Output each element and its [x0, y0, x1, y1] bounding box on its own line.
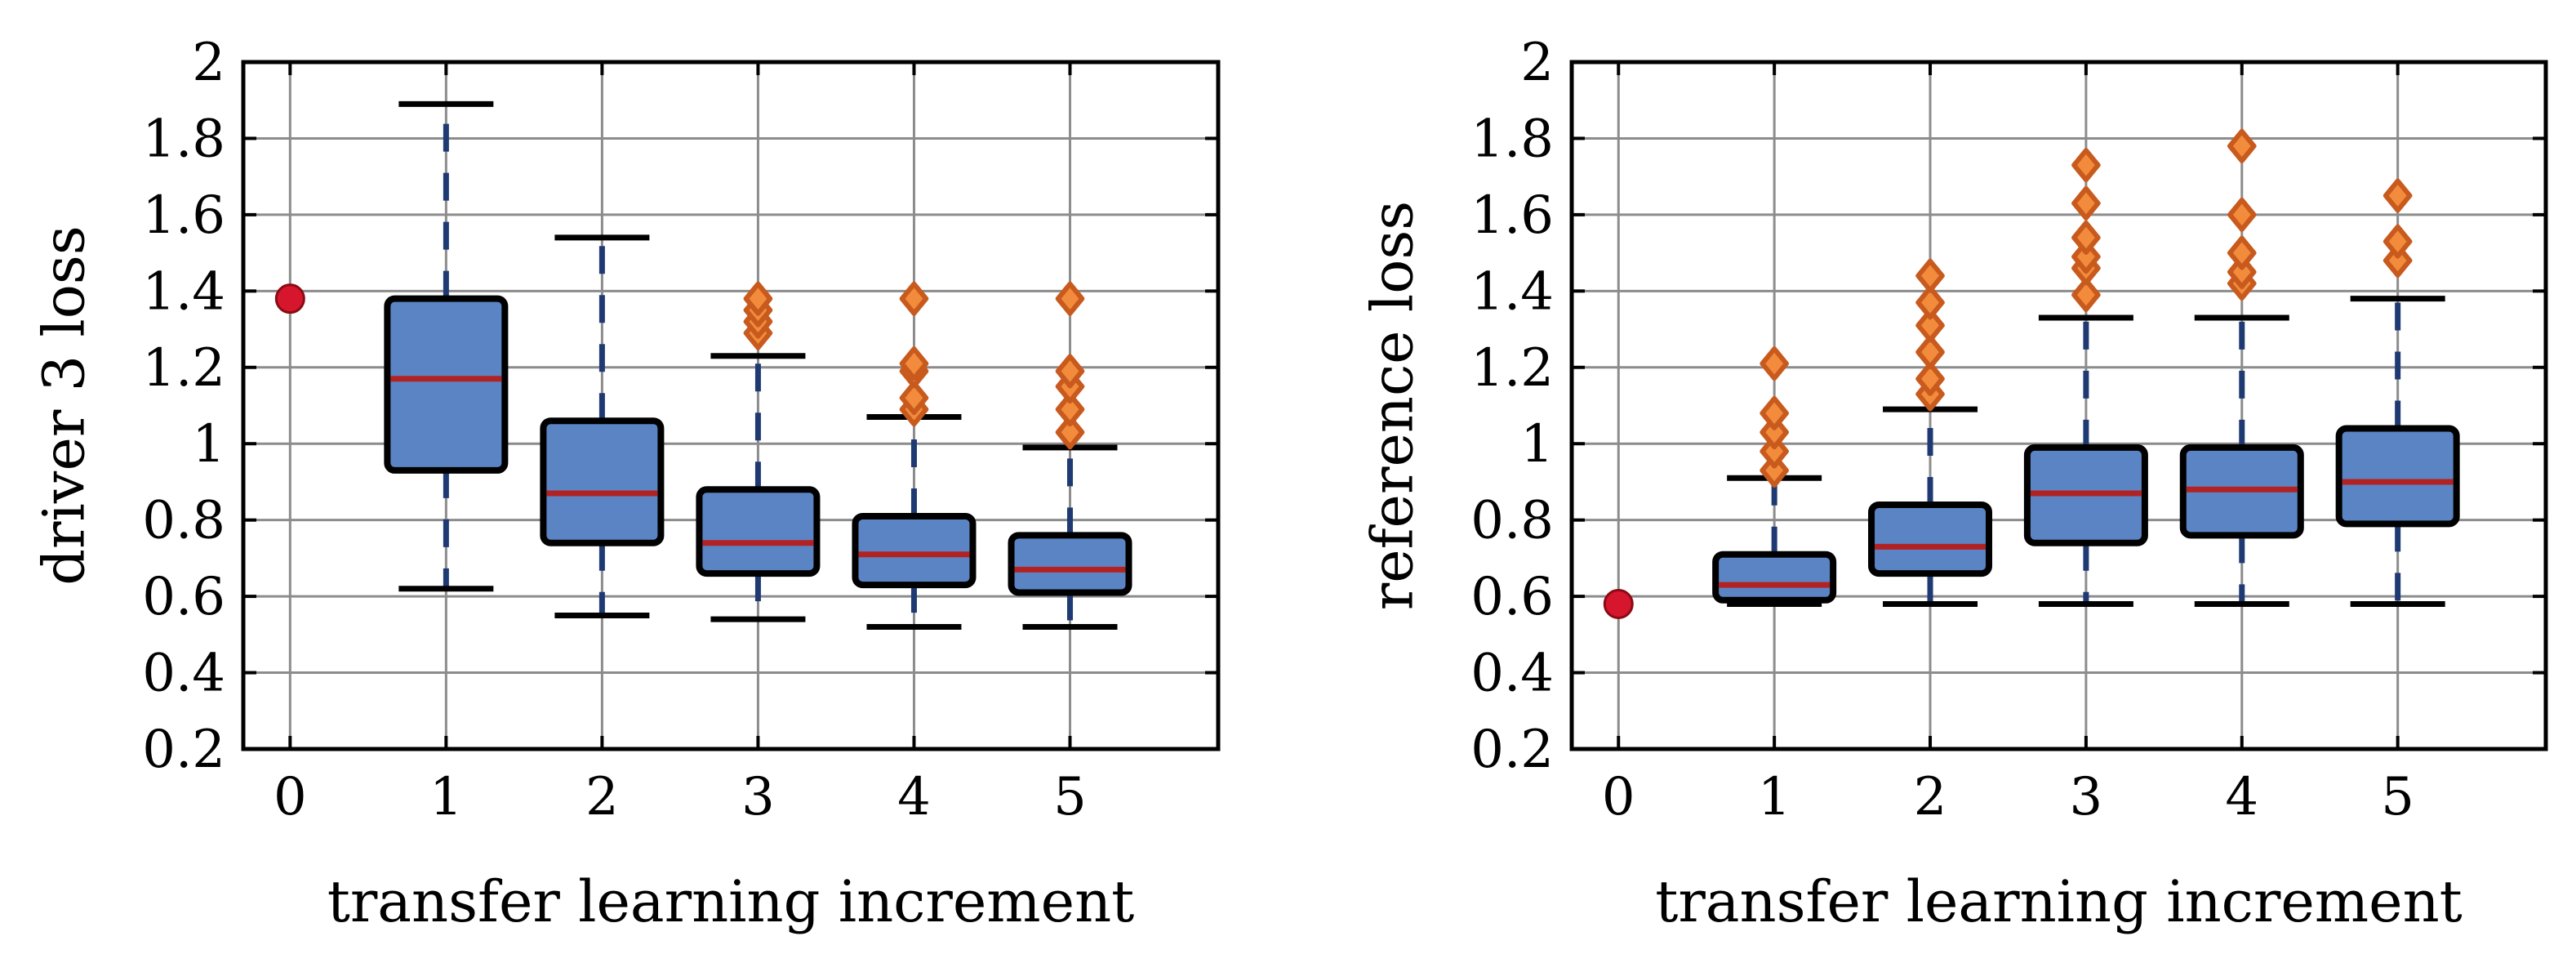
baseline-point	[1603, 588, 1634, 619]
y-tick-label: 1.6	[1470, 185, 1554, 246]
outlier-marker	[1760, 346, 1789, 381]
x-axis-label: transfer learning increment	[1655, 868, 2463, 935]
x-tick-label: 3	[741, 767, 775, 827]
outlier-marker	[1055, 392, 1085, 427]
box-iqr	[696, 486, 821, 577]
box-group-2	[1868, 258, 1993, 607]
outlier-marker	[2382, 243, 2413, 278]
y-tick-label: 0.4	[142, 644, 225, 704]
outlier-marker	[1760, 453, 1789, 488]
y-tick-label: 0.8	[142, 491, 225, 551]
x-tick-label: 4	[2225, 767, 2258, 827]
y-tick-label: 1	[192, 414, 225, 475]
x-tick-label: 3	[2070, 767, 2103, 827]
box-iqr	[852, 512, 977, 589]
outlier-marker	[1915, 361, 1945, 396]
y-tick-label: 1.8	[142, 109, 225, 169]
x-tick-label: 2	[1914, 767, 1947, 827]
y-tick-label: 0.8	[1470, 491, 1554, 551]
outlier-marker	[1055, 354, 1085, 389]
outlier-marker	[1055, 415, 1085, 450]
y-tick-label: 0.2	[142, 720, 225, 780]
outlier-marker	[2071, 239, 2101, 274]
y-tick-label: 1.2	[1470, 338, 1554, 399]
outlier-marker	[1915, 285, 1945, 320]
y-tick-label: 1.4	[1470, 261, 1554, 322]
outlier-marker	[1915, 308, 1945, 343]
box-iqr	[540, 417, 665, 546]
outlier-marker	[1915, 335, 1945, 370]
box-iqr	[1008, 532, 1132, 596]
box-group-1	[1712, 346, 1837, 607]
y-tick-label: 1.2	[142, 338, 225, 399]
y-tick-label: 0.6	[1470, 567, 1554, 627]
box-group-4	[2179, 128, 2304, 607]
x-tick-label: 5	[2381, 767, 2414, 827]
y-axis-label: driver 3 loss	[31, 225, 98, 586]
box-iqr	[1712, 551, 1837, 604]
outlier-marker	[899, 381, 929, 416]
chart-panel-2: 0.2 0.4 0.6 0.8 1 1.2 1.4 1.6 1.8 2 0 1 2 3 4 5 transfer…	[1359, 33, 2548, 935]
box-iqr	[384, 295, 509, 474]
box-group-3	[696, 281, 821, 622]
box-iqr	[2335, 425, 2460, 528]
outlier-marker	[2071, 185, 2101, 221]
outlier-marker	[1055, 281, 1085, 316]
outlier-marker	[2227, 128, 2257, 163]
y-tick-label: 0.6	[142, 567, 225, 627]
box-group-1	[384, 100, 509, 592]
outlier-marker	[899, 281, 929, 316]
outlier-marker	[1760, 415, 1789, 450]
x-tick-label: 5	[1053, 767, 1087, 827]
box-group-3	[2023, 148, 2148, 607]
y-tick-label: 1	[1520, 414, 1554, 475]
outlier-marker	[1760, 434, 1789, 469]
x-tick-label: 0	[1602, 767, 1635, 827]
outlier-marker	[2071, 220, 2101, 255]
outlier-marker	[2071, 278, 2101, 313]
box-group-2	[540, 234, 665, 618]
outlier-marker	[1760, 395, 1789, 430]
box-iqr	[1868, 501, 1993, 577]
y-axis-label: reference loss	[1359, 201, 1426, 610]
y-tick-label: 1.6	[142, 185, 225, 246]
y-tick-label: 0.4	[1470, 644, 1554, 704]
outlier-marker	[2382, 224, 2413, 259]
chart-panel-1: 0.2 0.4 0.6 0.8 1 1.2 1.4 1.6 1.8 2 0 1 2 3 4 5 transfer…	[31, 33, 1221, 935]
box-group-5	[1008, 281, 1132, 630]
outlier-marker	[2227, 235, 2257, 270]
x-tick-label: 1	[429, 767, 463, 827]
box-group-4	[852, 281, 977, 630]
outlier-marker	[743, 281, 773, 316]
x-tick-label: 1	[1758, 767, 1791, 827]
outlier-marker	[2071, 148, 2101, 183]
y-tick-label: 0.2	[1470, 720, 1554, 780]
outlier-marker	[2382, 178, 2413, 213]
outlier-marker	[899, 346, 929, 381]
y-tick-label: 2	[192, 33, 225, 93]
box-group-5	[2335, 178, 2460, 607]
outlier-marker	[2227, 197, 2257, 232]
x-tick-label: 2	[585, 767, 619, 827]
y-tick-label: 1.8	[1470, 109, 1554, 169]
baseline-point	[274, 283, 305, 314]
x-axis-label: transfer learning increment	[327, 868, 1135, 935]
axes-frame	[1569, 60, 2548, 751]
x-tick-label: 4	[897, 767, 931, 827]
axes-frame	[241, 60, 1221, 751]
y-tick-label: 2	[1520, 33, 1554, 93]
x-tick-label: 0	[274, 767, 307, 827]
outlier-marker	[1915, 258, 1945, 293]
outlier-marker	[2227, 254, 2257, 289]
y-tick-label: 1.4	[142, 261, 225, 322]
